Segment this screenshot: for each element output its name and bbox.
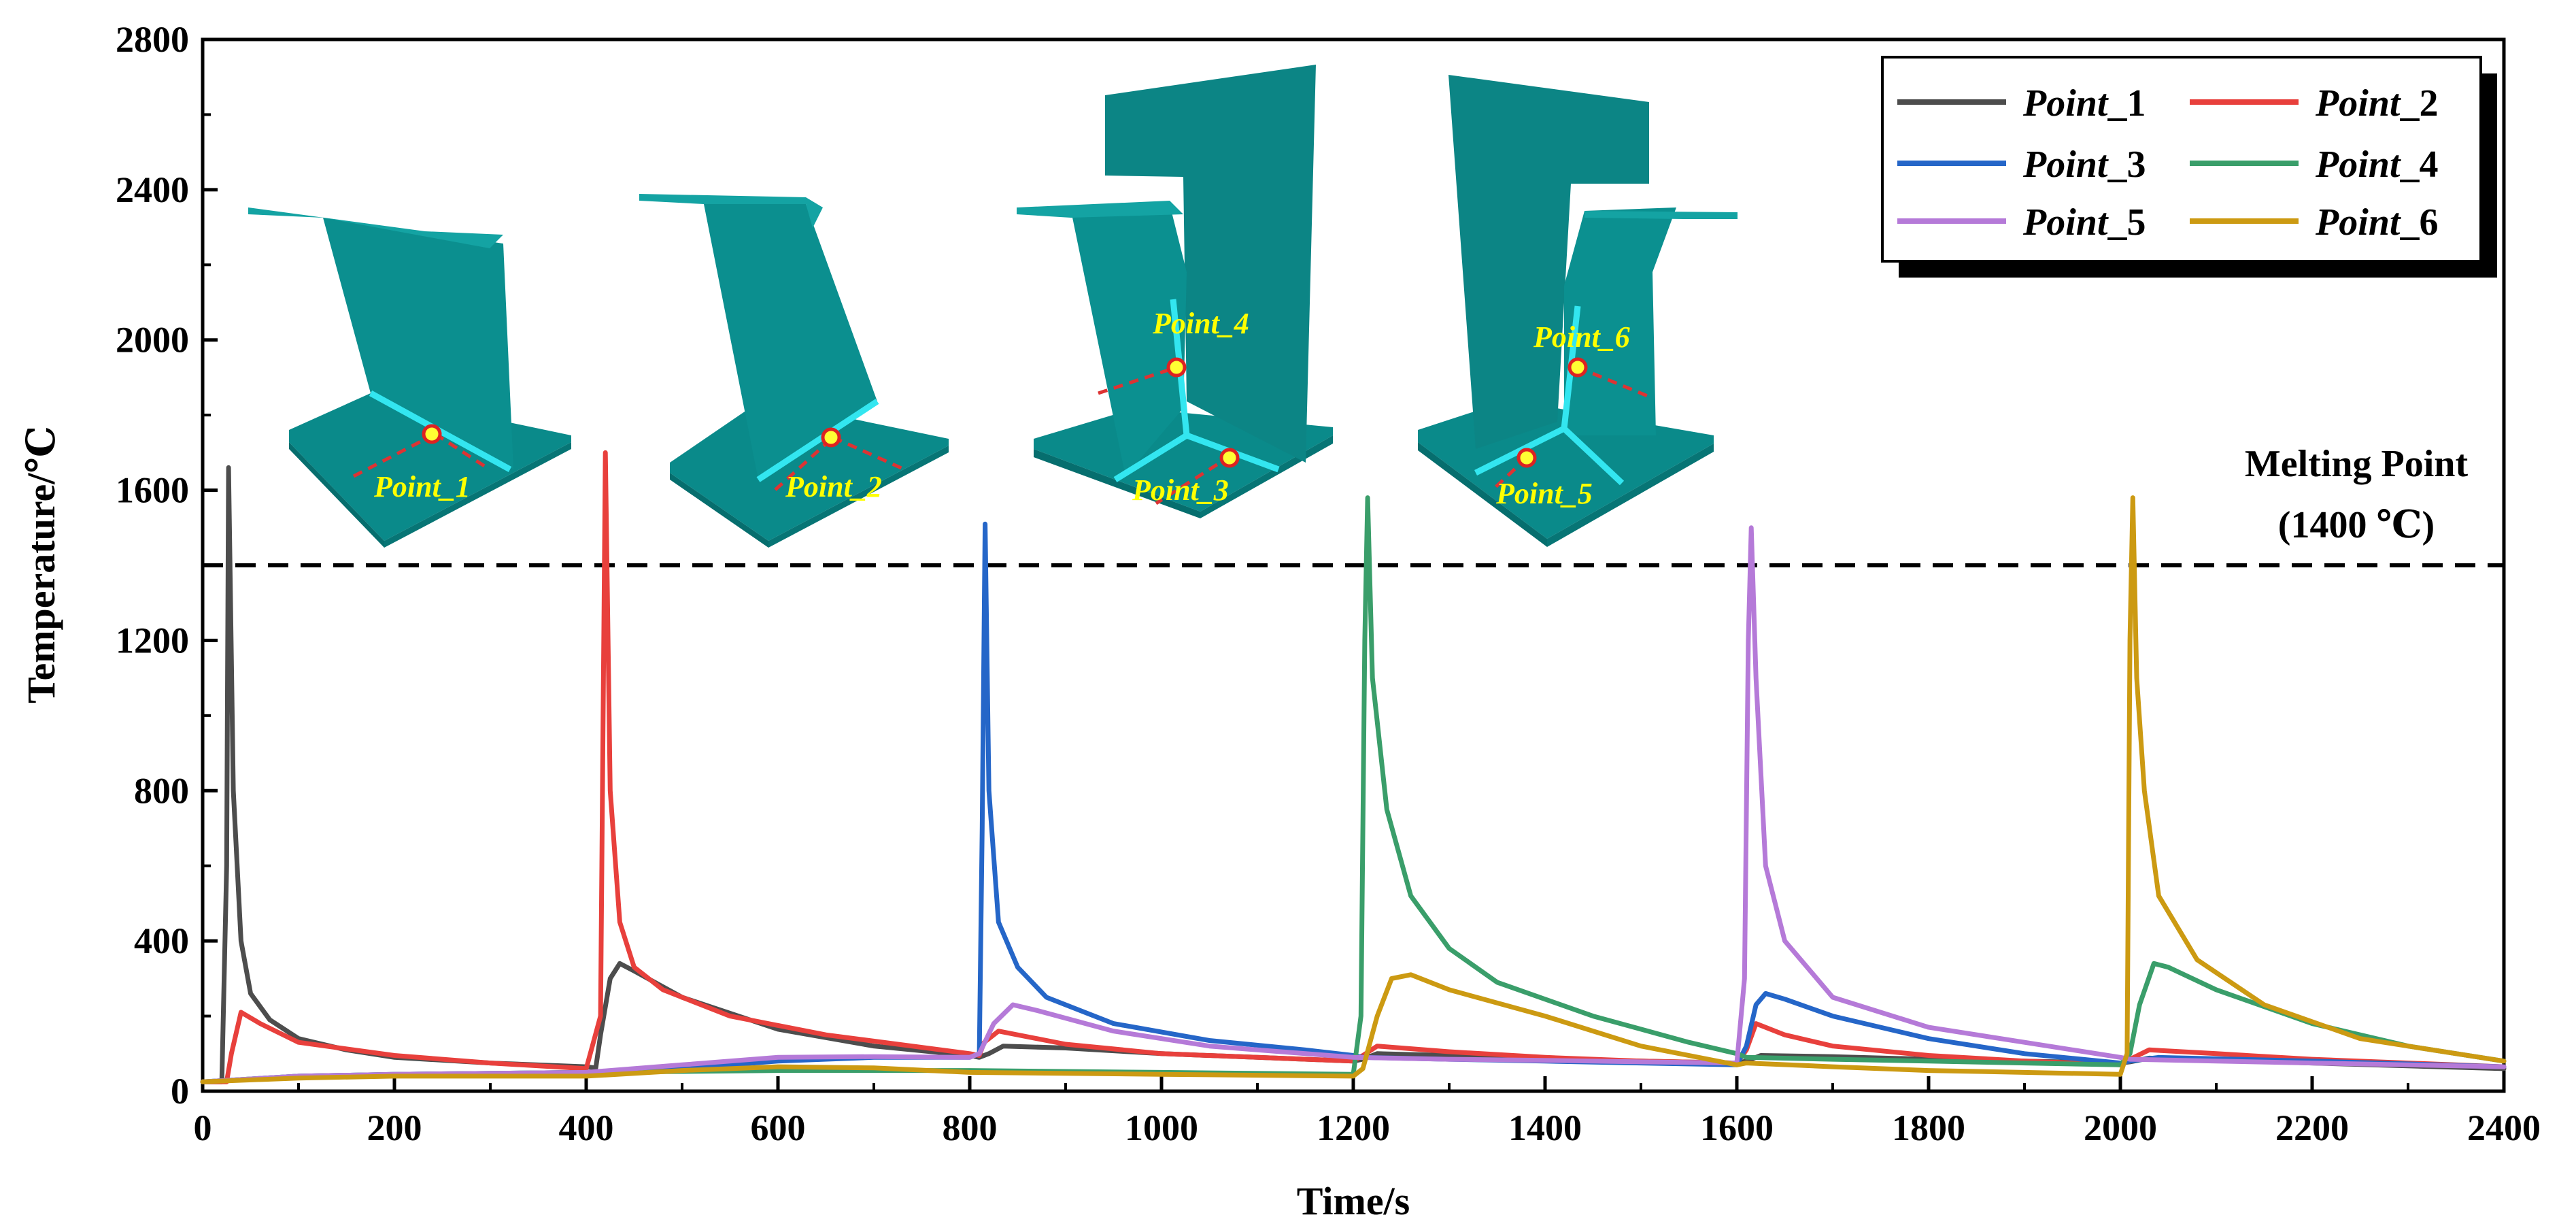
inset-6-point-marker [1567,357,1588,378]
x-tick-label: 2000 [2084,1108,2157,1148]
inset-2-dash-a [774,436,834,491]
legend-label-point5: Point_5 [2022,201,2146,244]
series-line-point3 [200,521,2507,1084]
inset-point-1: Point_1 [248,207,571,548]
series-line-point1 [200,465,2507,1084]
inset-4-flange [1584,211,1738,219]
y-tick-label: 1200 [116,620,189,661]
inset-3-label: Point_3 [1132,473,1229,507]
inset-3-back-web [1105,65,1316,463]
melting-point-label-2: (1400 ℃) [2278,504,2435,546]
inset-2-plate-edge2 [768,446,949,548]
y-tick-label: 0 [171,1071,189,1112]
inset-5-label: Point_5 [1495,477,1593,510]
inset-3-dash-b [1155,454,1232,505]
series-line-point4 [200,495,2507,1084]
inset-point-5-6: Point_6 Point_5 [1418,75,1738,547]
y-axis-title: Temperature/℃ [19,426,63,703]
y-tick-label: 2800 [116,19,189,60]
inset-2-dash-b [832,435,906,471]
inset-3-weld-l [1113,433,1189,482]
inset-2-plate [670,400,949,541]
inset-1-point-marker [422,424,442,444]
x-tick-label: 1400 [1508,1108,1582,1148]
inset-3-flange [1017,201,1183,218]
inset-1-plate-edge2 [384,442,571,548]
y-tick-label: 2000 [116,320,189,361]
y-tick-label: 400 [134,920,189,961]
inset-point-2: Point_2 [639,194,949,548]
y-tick-label: 1600 [116,470,189,511]
legend-items: Point_1 Point_2 Point_3 Point_4 Point_5 Point… [1897,82,2438,244]
inset-4-point-marker [1166,357,1187,378]
series-line-point2 [200,450,2507,1084]
inset-4-plate-edge2 [1547,444,1714,547]
legend-label-point2: Point_2 [2315,82,2438,124]
inset-4-dash-a [1577,365,1653,400]
inset-2-label: Point_2 [785,470,882,503]
x-tick-label: 0 [194,1108,212,1148]
x-tick-label: 400 [559,1108,614,1148]
inset-6-label: Point_6 [1533,320,1630,354]
inset-2-point-marker [821,427,841,448]
inset-3-dash-a [1098,365,1177,395]
inset-3-side-web [1071,204,1187,476]
inset-5-point-marker [1516,448,1537,468]
y-tick-label: 800 [134,770,189,811]
inset-2-weld-line [756,399,879,482]
series-line-point5 [200,525,2507,1084]
inset-1-plate-edge [289,442,384,548]
melting-point-label-1: Melting Point [2245,443,2469,485]
legend-label-point1: Point_1 [2022,82,2146,124]
legend-label-point3: Point_3 [2022,144,2146,186]
inset-1-flange [248,207,503,248]
inset-1-label: Point_1 [373,470,471,503]
x-tick-label: 800 [943,1108,998,1148]
legend-box [1881,56,2482,263]
series-group [200,450,2507,1084]
x-tick-label: 1600 [1700,1108,1774,1148]
inset-2-plate-edge [670,473,768,548]
x-tick-label: 2200 [2275,1108,2349,1148]
series-line-point6 [200,495,2507,1084]
inset-4-side-web [1564,207,1676,435]
legend-label-point6: Point_6 [2315,201,2438,244]
x-axis-title: Time/s [1297,1179,1410,1223]
inset-4-back-web [1448,75,1649,449]
inset-1-dash-b [434,432,491,471]
y-tick-label: 2400 [116,169,189,210]
x-tick-label: 1800 [1892,1108,1965,1148]
x-tick-label: 200 [367,1108,422,1148]
tick-labels: 0 200 400 600 800 1000 1200 1400 1600 1800 2000 220… [116,19,2541,1148]
legend-label-point4: Point_4 [2315,144,2438,186]
inset-point-3-4: Point_4 Point_3 [1017,65,1333,518]
inset-2-flange [639,194,823,228]
inset-3-point-marker [1219,448,1240,468]
legend: Point_1 Point_2 Point_3 Point_4 Point_5 Point… [1881,56,2497,278]
inset-4-label: Point_4 [1152,307,1249,340]
inset-4-plate-edge [1418,442,1547,547]
x-tick-label: 1200 [1317,1108,1390,1148]
x-tick-label: 1000 [1125,1108,1198,1148]
inset-4-weld-r [1561,426,1625,486]
inset-1-web [323,218,513,469]
x-tick-label: 600 [751,1108,806,1148]
x-tick-label: 2400 [2467,1108,2541,1148]
inset-2-web [704,204,877,480]
